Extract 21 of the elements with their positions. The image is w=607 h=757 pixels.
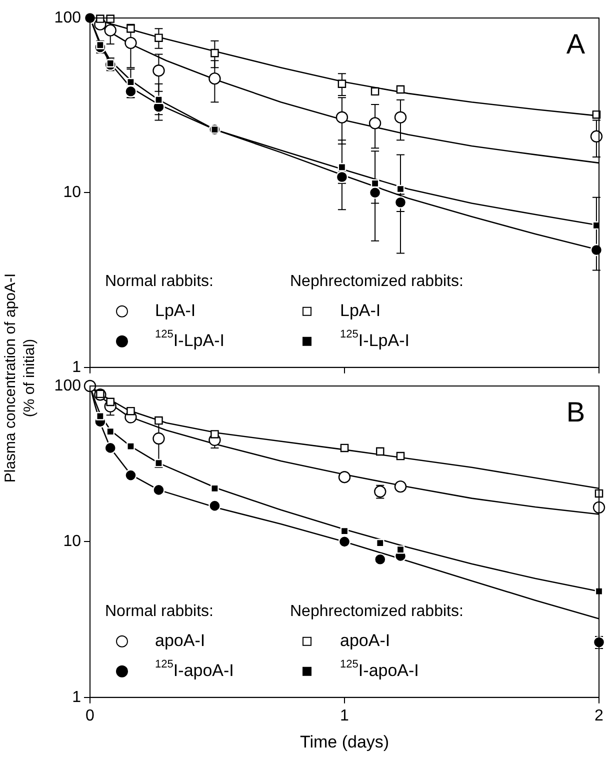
- legend-label: LpA-I: [155, 301, 196, 320]
- y-tick-label: 10: [63, 533, 82, 550]
- y-tick-label: 1: [72, 358, 82, 376]
- annotation: Nephrectomized rabbits:: [290, 602, 464, 620]
- chart-title: A: [566, 28, 586, 60]
- x-tick-label: 1: [340, 707, 350, 724]
- y-axis-title: Plasma concentration of apoA-I (% of initial): [1, 273, 39, 483]
- legend-label: apoA-I: [340, 631, 390, 650]
- y-tick-label: 10: [63, 184, 82, 202]
- x-axis-title: Time (days): [300, 732, 390, 752]
- legend-label: apoA-I: [155, 631, 206, 650]
- x-tick-label: 0: [86, 707, 95, 724]
- annotation: Nephrectomized rabbits:: [290, 272, 464, 290]
- chart-title: B: [566, 396, 585, 428]
- x-tick-label: 2: [594, 707, 604, 724]
- y-tick-label: 100: [54, 9, 82, 26]
- annotation: Normal rabbits:: [105, 272, 214, 290]
- y-tick-label: 100: [54, 377, 82, 394]
- legend-label: LpA-I: [340, 301, 381, 320]
- annotation: Normal rabbits:: [105, 602, 214, 620]
- y-tick-label: 1: [72, 688, 82, 706]
